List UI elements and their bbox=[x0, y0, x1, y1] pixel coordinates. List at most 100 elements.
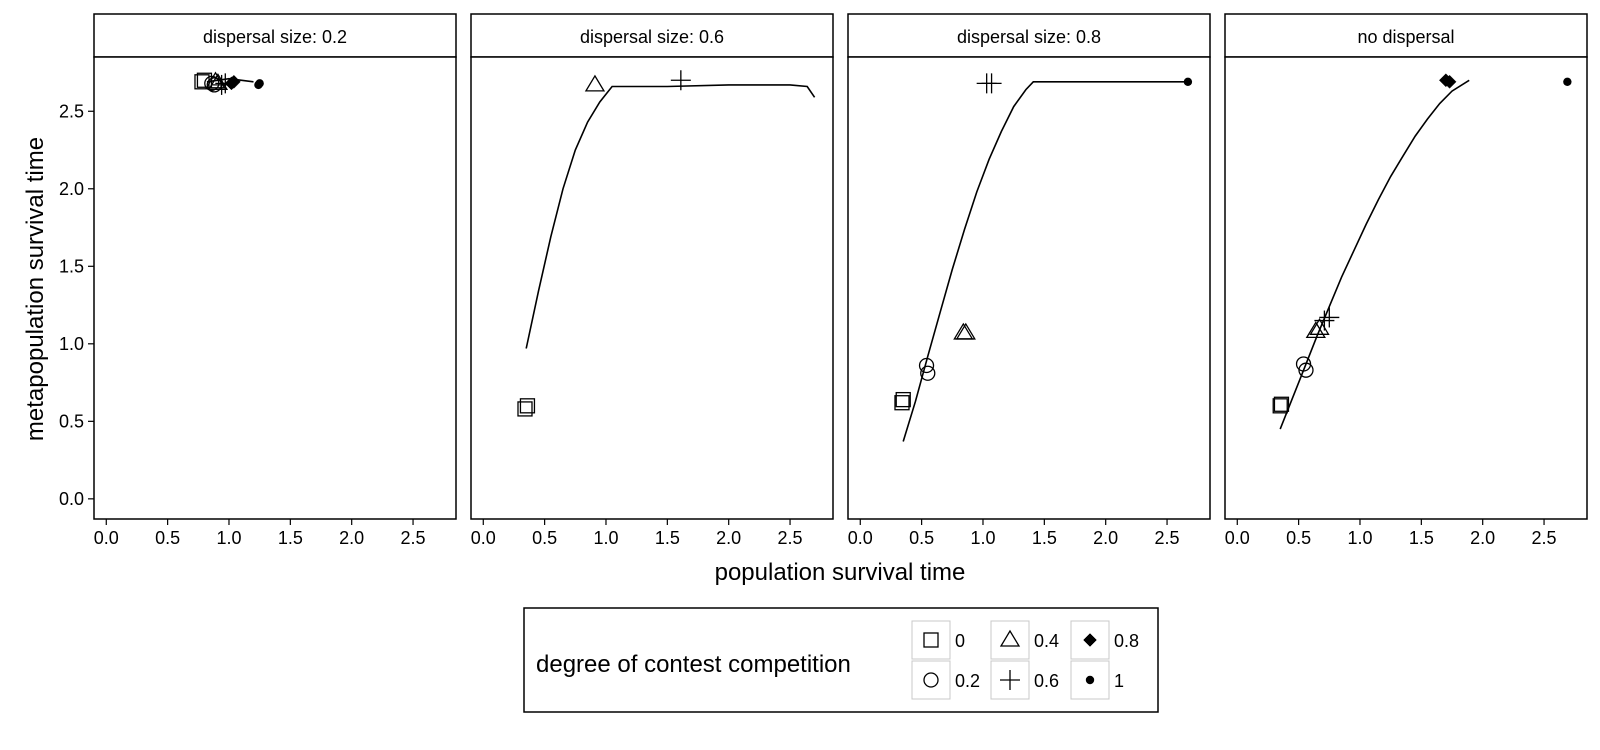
legend-key-symbol bbox=[1085, 675, 1095, 685]
panel-strip-label: dispersal size: 0.6 bbox=[580, 27, 724, 47]
x-tick-label: 2.5 bbox=[1155, 528, 1180, 548]
legend-entry: 0.2 bbox=[911, 660, 980, 700]
legend-entry-label: 0.8 bbox=[1114, 631, 1139, 651]
legend-entry: 0 bbox=[911, 620, 965, 660]
legend-key-symbol bbox=[1000, 670, 1020, 690]
y-tick-label: 2.5 bbox=[59, 101, 84, 121]
data-point bbox=[1305, 321, 1326, 339]
x-tick-label: 1.0 bbox=[1347, 528, 1372, 548]
x-tick-label: 1.5 bbox=[655, 528, 680, 548]
data-point bbox=[918, 357, 935, 374]
panel-strip bbox=[470, 13, 834, 58]
fit-curve bbox=[902, 81, 1188, 442]
plot-area bbox=[470, 56, 834, 520]
data-point bbox=[227, 74, 241, 89]
y-tick-label: 0.5 bbox=[59, 411, 84, 431]
x-axis-title: population survival time bbox=[715, 559, 966, 586]
x-tick-label: 0.0 bbox=[94, 528, 119, 548]
data-point bbox=[955, 322, 976, 340]
data-point bbox=[670, 70, 691, 91]
plot-area bbox=[93, 56, 457, 520]
legend-entry: 0.8 bbox=[1070, 620, 1139, 660]
y-tick-label: 0.0 bbox=[59, 489, 84, 509]
x-tick-label: 1.0 bbox=[970, 528, 995, 548]
panel-strip bbox=[1224, 13, 1588, 58]
legend-key-symbol bbox=[999, 629, 1021, 647]
panel-strip bbox=[847, 13, 1211, 58]
data-point bbox=[584, 74, 606, 92]
x-tick-label: 2.0 bbox=[339, 528, 364, 548]
x-tick-label: 1.5 bbox=[1032, 528, 1057, 548]
x-tick-label: 1.0 bbox=[216, 528, 241, 548]
data-point bbox=[207, 73, 229, 91]
x-tick-label: 0.5 bbox=[1286, 528, 1311, 548]
y-tick-label: 1.5 bbox=[59, 256, 84, 276]
x-tick-label: 2.5 bbox=[1532, 528, 1557, 548]
legend-entry-label: 0.4 bbox=[1034, 631, 1059, 651]
fit-curve bbox=[525, 84, 816, 349]
x-tick-label: 0.5 bbox=[155, 528, 180, 548]
panel-3: dispersal size: 0.8 0.0 0.5 1.0 1.5 2.0 2.5 bbox=[847, 13, 1211, 548]
legend-keys: 0 0.2 0.4 0.6 0.8 1 bbox=[911, 620, 1139, 700]
data-point bbox=[519, 398, 536, 414]
x-tick-label: 2.0 bbox=[1470, 528, 1495, 548]
legend-key-box bbox=[911, 660, 951, 700]
panel-2: dispersal size: 0.6 0.0 0.5 1.0 1.5 2.0 2.5 bbox=[470, 13, 834, 548]
data-point bbox=[895, 391, 911, 408]
plot-area bbox=[847, 56, 1211, 520]
panel-strip-label: dispersal size: 0.2 bbox=[203, 27, 347, 47]
panel-strip-label: dispersal size: 0.8 bbox=[957, 27, 1101, 47]
legend-key-symbol bbox=[1083, 633, 1097, 647]
data-point bbox=[1295, 356, 1312, 372]
panel-strip bbox=[93, 13, 457, 58]
x-tick-label: 1.0 bbox=[593, 528, 618, 548]
data-point bbox=[1272, 398, 1288, 414]
data-point bbox=[1319, 307, 1340, 328]
panel-1: dispersal size: 0.2 0.0 0.5 1.0 1.5 2.0 2.5 0.0… bbox=[59, 13, 457, 548]
panel-4: no dispersal 0.0 0.5 1.0 1.5 2.0 2.5 bbox=[1224, 13, 1588, 548]
y-tick-label: 2.0 bbox=[59, 179, 84, 199]
legend-entry-label: 1 bbox=[1114, 671, 1124, 691]
x-tick-label: 0.0 bbox=[848, 528, 873, 548]
x-tick-label: 2.5 bbox=[778, 528, 803, 548]
legend-key-symbol bbox=[923, 632, 939, 648]
data-point bbox=[205, 71, 226, 89]
x-tick-label: 1.5 bbox=[278, 528, 303, 548]
legend-entry: 0.4 bbox=[990, 620, 1059, 660]
panel-strip-label: no dispersal bbox=[1357, 27, 1454, 47]
data-point bbox=[981, 73, 1002, 94]
x-tick-label: 2.5 bbox=[401, 528, 426, 548]
data-point bbox=[1273, 396, 1290, 412]
data-point bbox=[1183, 77, 1193, 87]
data-point bbox=[194, 74, 210, 90]
plot-area bbox=[1224, 56, 1588, 520]
data-point bbox=[517, 401, 533, 417]
y-tick-label: 1.0 bbox=[59, 334, 84, 354]
data-point bbox=[1298, 362, 1314, 378]
x-tick-label: 0.5 bbox=[532, 528, 557, 548]
fit-curve bbox=[1279, 79, 1470, 430]
x-tick-label: 1.5 bbox=[1409, 528, 1434, 548]
data-point bbox=[894, 395, 910, 411]
legend-title: degree of contest competition bbox=[536, 651, 851, 678]
x-tick-label: 0.5 bbox=[909, 528, 934, 548]
panels-group: dispersal size: 0.2 0.0 0.5 1.0 1.5 2.0 2.5 0.0… bbox=[59, 13, 1588, 548]
x-tick-label: 0.0 bbox=[471, 528, 496, 548]
legend-entry-label: 0.6 bbox=[1034, 671, 1059, 691]
data-point bbox=[920, 365, 936, 381]
data-point bbox=[255, 79, 264, 88]
x-tick-label: 2.0 bbox=[716, 528, 741, 548]
legend: degree of contest competition 0 0.2 0.4 0.6… bbox=[523, 607, 1159, 713]
y-axis-title: metapopulation survival time bbox=[22, 137, 49, 441]
legend-entry-label: 0.2 bbox=[955, 671, 980, 691]
legend-box bbox=[523, 607, 1159, 713]
data-point bbox=[1563, 77, 1572, 87]
legend-key-symbol bbox=[923, 672, 939, 688]
legend-entry: 0.6 bbox=[990, 660, 1059, 700]
legend-key-box bbox=[990, 620, 1030, 660]
x-tick-label: 2.0 bbox=[1093, 528, 1118, 548]
legend-entry-label: 0 bbox=[955, 631, 965, 651]
data-point bbox=[1314, 310, 1335, 331]
data-point bbox=[1442, 74, 1457, 89]
